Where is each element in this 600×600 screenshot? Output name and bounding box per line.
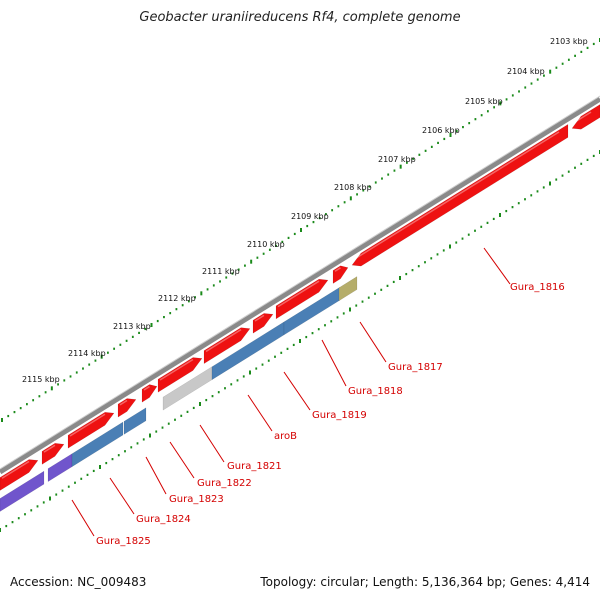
reverse-gene-box <box>338 276 358 302</box>
forward-gene-arrow-highlight <box>334 267 341 272</box>
leader-line <box>359 321 387 363</box>
forward-gene-arrow <box>0 459 39 491</box>
accession-text: Accession: NC_009483 <box>10 575 147 589</box>
kbp-tick-label: 2106 kbp <box>422 126 460 135</box>
kbp-tick-label: 2110 kbp <box>247 240 285 249</box>
forward-gene-arrow-highlight <box>254 314 265 322</box>
leader-line <box>247 394 273 432</box>
kbp-tick-labels: 2103 kbp 2104 kbp 2105 kbp 2106 kbp 2107 kbp… <box>22 37 588 384</box>
gene-label: Gura_1818 <box>348 386 403 397</box>
forward-gene-arrow <box>67 411 115 449</box>
forward-gene-arrow-highlight <box>159 358 194 381</box>
leader-line <box>199 424 225 463</box>
backbone-highlight <box>0 95 600 470</box>
kbp-tick-label: 2109 kbp <box>291 212 329 221</box>
leader-line <box>283 371 311 411</box>
forward-gene-arrow <box>252 313 274 334</box>
gene-label: Gura_1821 <box>227 461 282 472</box>
gene-label: Gura_1823 <box>169 494 224 505</box>
map-title: Geobacter uraniireducens Rf4, complete g… <box>139 10 461 25</box>
gene-label: Gura_1817 <box>388 362 443 373</box>
kbp-tick-label: 2105 kbp <box>465 97 503 106</box>
outer-tick-ring <box>1 38 600 422</box>
forward-gene-arrow <box>203 327 251 365</box>
forward-gene-arrow-highlight <box>277 280 320 308</box>
kbp-tick-label: 2113 kbp <box>113 322 151 331</box>
leader-line <box>109 477 135 515</box>
kbp-tick-label: 2104 kbp <box>507 67 545 76</box>
kbp-tick-label: 2108 kbp <box>334 183 372 192</box>
forward-gene-arrow-highlight <box>573 111 592 124</box>
genome-summary-text: Topology: circular; Length: 5,136,364 bp… <box>260 575 590 589</box>
gene-label: Gura_1822 <box>197 478 252 489</box>
inner-tick-ring <box>0 150 600 532</box>
forward-gene-arrow <box>351 123 569 267</box>
leader-line <box>321 339 347 387</box>
forward-gene-arrow <box>332 265 349 284</box>
kbp-tick-label: 2107 kbp <box>378 155 416 164</box>
forward-gene-arrow-highlight <box>69 413 106 437</box>
leader-line <box>145 456 167 495</box>
forward-gene-arrow-highlight <box>119 399 128 406</box>
forward-gene-arrow <box>117 398 137 418</box>
forward-gene-arrow <box>275 278 329 320</box>
kbp-tick-label: 2114 kbp <box>68 349 106 358</box>
forward-gene-arrow-highlight <box>353 131 560 261</box>
gene-label: Gura_1824 <box>136 514 191 525</box>
gene-label: Gura_1816 <box>510 282 565 293</box>
forward-gene-arrow <box>141 384 158 403</box>
gene-labels: Gura_1816 Gura_1817 Gura_1818 Gura_1819 aroB… <box>96 282 565 547</box>
kbp-tick-label: 2103 kbp <box>550 37 588 46</box>
leader-line <box>71 499 95 537</box>
forward-gene-arrow <box>157 357 203 393</box>
reverse-gene-box <box>123 407 147 435</box>
label-leader-lines <box>71 247 511 537</box>
reverse-gene-box <box>0 470 45 512</box>
kbp-tick-label: 2115 kbp <box>22 375 60 384</box>
gene-label: Gura_1825 <box>96 536 151 547</box>
forward-gene-arrow <box>571 104 600 130</box>
forward-strand-track <box>0 104 600 491</box>
reverse-strand-track <box>0 276 358 512</box>
gene-label: aroB <box>274 431 297 442</box>
kbp-tick-label: 2112 kbp <box>158 294 196 303</box>
forward-gene-arrow-highlight <box>1 460 30 479</box>
forward-gene-arrow-highlight <box>143 385 150 391</box>
forward-gene-arrow <box>41 443 65 465</box>
forward-gene-arrow-highlight <box>205 329 242 353</box>
kbp-tick-label: 2111 kbp <box>202 267 240 276</box>
leader-line <box>483 247 511 285</box>
reverse-gene-box <box>71 421 124 468</box>
leader-line <box>169 441 195 479</box>
gene-label: Gura_1819 <box>312 410 367 421</box>
forward-gene-arrow-highlight <box>43 444 56 453</box>
backbone-line <box>0 96 600 475</box>
